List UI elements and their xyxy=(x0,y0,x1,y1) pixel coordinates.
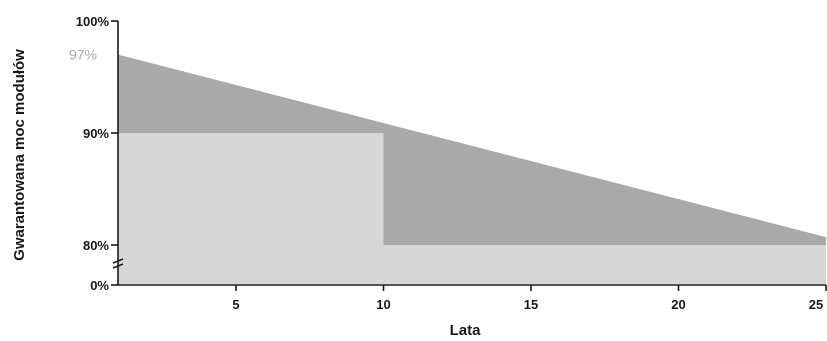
x-tick-label: 10 xyxy=(376,297,390,312)
y-tick-label: 80% xyxy=(83,238,109,253)
x-tick-group: 5 10 15 20 25 xyxy=(232,285,827,312)
y-axis-break xyxy=(112,258,124,269)
axis-break-mark xyxy=(112,258,124,264)
y-tick-label: 90% xyxy=(83,126,109,141)
x-tick-label: 5 xyxy=(232,297,239,312)
x-tick-label: 25 xyxy=(809,297,823,312)
x-tick-label: 15 xyxy=(524,297,538,312)
y-tick-group: 100% 97% 90% 80% 0% xyxy=(69,14,118,293)
axis-break-mark xyxy=(112,263,124,269)
x-tick-label: 20 xyxy=(671,297,685,312)
y-tick-label: 100% xyxy=(76,14,110,29)
step-guarantee-area xyxy=(118,133,826,284)
y-tick-label: 97% xyxy=(69,47,97,63)
y-tick-label: 0% xyxy=(90,278,109,293)
plot-areas xyxy=(118,54,826,284)
x-axis-title: Lata xyxy=(450,322,482,339)
y-axis-title: Gwarantowana moc modułów xyxy=(11,49,28,261)
